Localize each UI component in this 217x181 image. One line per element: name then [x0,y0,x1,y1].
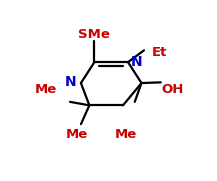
Text: Et: Et [151,46,167,59]
Text: Me: Me [66,128,88,141]
Text: OH: OH [162,83,184,96]
Text: Me: Me [34,83,57,96]
Text: SMe: SMe [79,28,110,41]
Text: N: N [131,55,142,69]
Text: Me: Me [114,128,137,141]
Text: N: N [65,75,77,89]
